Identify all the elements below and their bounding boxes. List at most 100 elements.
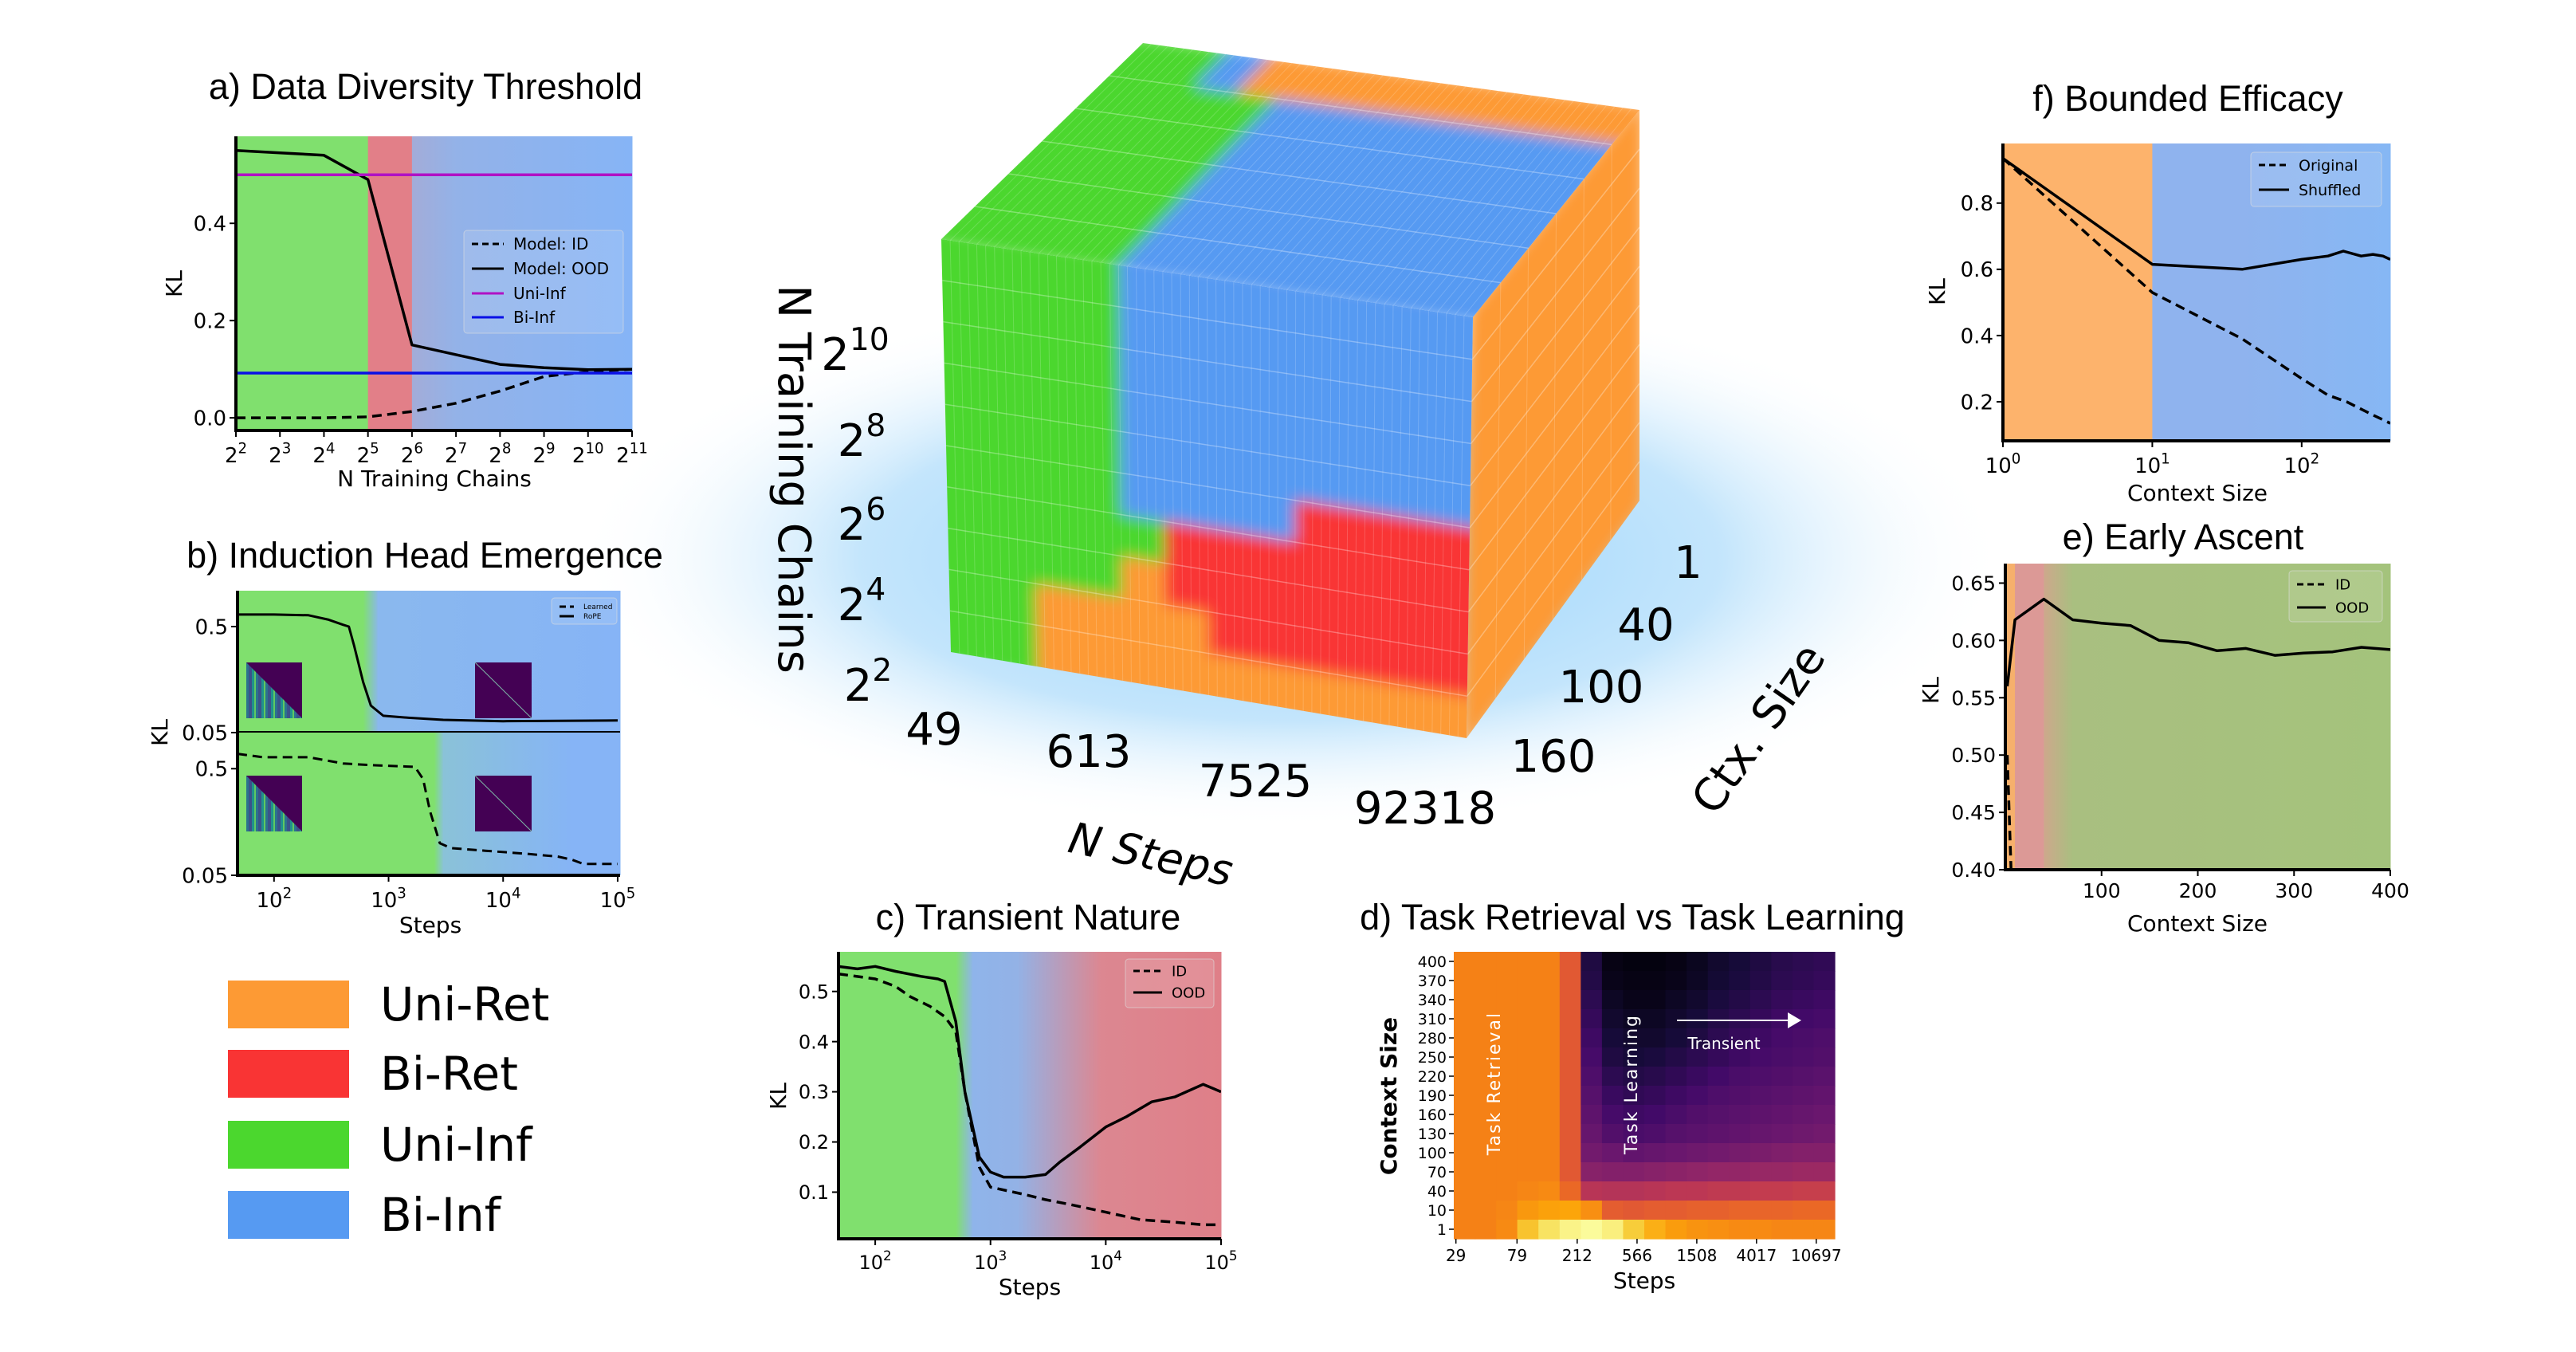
heatmap-cell bbox=[1623, 1086, 1645, 1106]
phase-voxel bbox=[1035, 542, 1080, 592]
y-tick-label: 0.40 bbox=[1951, 859, 1996, 882]
heatmap-cell bbox=[1687, 1220, 1709, 1240]
voxel-grid-line bbox=[1224, 78, 1408, 281]
voxel-grid-line bbox=[1348, 94, 1525, 300]
heatmap-cell bbox=[1601, 1162, 1624, 1182]
voxel-grid-line bbox=[1162, 271, 1167, 689]
heatmap-cell bbox=[1771, 1143, 1793, 1163]
heatmap-cell bbox=[1665, 952, 1687, 972]
heatmap-cell bbox=[1749, 1124, 1772, 1144]
heatmap-cell bbox=[1729, 1105, 1751, 1125]
tick-base: 2 bbox=[616, 444, 630, 468]
phase-voxel bbox=[1338, 548, 1384, 599]
heatmap-cell bbox=[1729, 990, 1751, 1010]
phase-voxel bbox=[1338, 507, 1384, 557]
tick-exponent: 9 bbox=[546, 440, 556, 457]
tick-base: 10 bbox=[858, 1252, 883, 1274]
cube-y-tick-label: 28 bbox=[838, 408, 886, 467]
heatmap-cell bbox=[1496, 1124, 1518, 1144]
heatmap-cell bbox=[1749, 1201, 1772, 1220]
x-tick-label: 400 bbox=[2371, 879, 2409, 902]
heatmap-cell bbox=[1644, 1143, 1667, 1163]
y-tick-label: 190 bbox=[1418, 1087, 1447, 1105]
phase-voxel bbox=[1234, 53, 1316, 100]
heatmap-cell bbox=[1454, 1181, 1476, 1201]
heatmap-cell bbox=[1665, 1143, 1687, 1163]
heatmap-cell bbox=[1538, 1162, 1561, 1182]
voxel-grid-line bbox=[1471, 187, 1639, 403]
heatmap-cell bbox=[1687, 1067, 1709, 1087]
voxel-grid-line bbox=[942, 280, 1473, 360]
phase-voxel bbox=[1150, 43, 1233, 88]
task-learning-annotation: Task Learning bbox=[1622, 1014, 1642, 1155]
heatmap-cell bbox=[1517, 1181, 1539, 1201]
phase-voxel bbox=[1255, 137, 1331, 179]
y-tick-label: 0.5 bbox=[195, 758, 228, 782]
voxel-grid-line bbox=[1468, 344, 1639, 571]
phase-voxel bbox=[1119, 348, 1165, 398]
legend-label: Uni-Ret bbox=[380, 977, 550, 1032]
heatmap-cell bbox=[1623, 1009, 1645, 1029]
heatmap-cell bbox=[1729, 1028, 1751, 1048]
heatmap-cell bbox=[1601, 1124, 1624, 1144]
heatmap-cell bbox=[1749, 1220, 1772, 1240]
voxel-grid-line bbox=[1278, 84, 1458, 289]
phase-voxel bbox=[1251, 326, 1297, 376]
phase-voxel bbox=[1251, 410, 1297, 460]
heatmap-cell bbox=[1623, 1201, 1645, 1220]
tick-exponent: 3 bbox=[397, 885, 406, 902]
tick-exponent: 4 bbox=[326, 440, 336, 457]
legend-entry-label: Learned bbox=[583, 603, 612, 611]
voxel-grid-line bbox=[1380, 304, 1385, 725]
heatmap-cell bbox=[1771, 1201, 1793, 1220]
heatmap-cell bbox=[1813, 1181, 1836, 1201]
attention-map-lower-triangle bbox=[246, 776, 302, 831]
cube-right-face-colors bbox=[1467, 110, 1639, 738]
background-region bbox=[411, 136, 457, 430]
heatmap-cell bbox=[1517, 1028, 1539, 1048]
phase-voxel bbox=[1441, 201, 1514, 243]
voxel-grid-line bbox=[994, 246, 1003, 661]
tick-base: 2 bbox=[489, 444, 502, 468]
heatmap-cell bbox=[1749, 1067, 1772, 1087]
heatmap-cell bbox=[1601, 1086, 1624, 1106]
heatmap-cell bbox=[1496, 1201, 1518, 1220]
heatmap-cell bbox=[1749, 1181, 1772, 1201]
phase-voxel bbox=[1075, 383, 1121, 433]
phase-voxel bbox=[1251, 493, 1297, 544]
voxel-grid-line bbox=[1065, 257, 1072, 673]
attention-map-diagonal bbox=[474, 662, 532, 719]
heatmap-cell bbox=[1792, 1047, 1815, 1067]
phase-voxel bbox=[1325, 223, 1400, 265]
x-tick-label: 103 bbox=[371, 885, 406, 913]
y-tick-label: 0.1 bbox=[799, 1181, 829, 1204]
heatmap-cell bbox=[1601, 971, 1624, 991]
phase-voxel bbox=[1379, 269, 1459, 317]
voxel-grid-line bbox=[958, 242, 969, 655]
heatmap-cell bbox=[1644, 971, 1667, 991]
y-tick-label: 280 bbox=[1418, 1030, 1447, 1047]
phase-voxel bbox=[1443, 81, 1522, 128]
phase-voxel bbox=[1276, 59, 1357, 105]
heatmap-cell bbox=[1454, 1143, 1476, 1163]
x-tick-label: 1508 bbox=[1676, 1246, 1717, 1265]
heatmap-cell bbox=[1813, 1009, 1836, 1029]
heatmap-cell bbox=[1644, 952, 1667, 972]
heatmap-cell bbox=[1517, 971, 1539, 991]
background-region bbox=[571, 733, 621, 875]
heatmap-cell bbox=[1454, 1009, 1476, 1029]
voxel-grid-line bbox=[985, 48, 1185, 246]
heatmap-cell bbox=[1665, 1028, 1687, 1048]
y-tick-label: 0.5 bbox=[799, 981, 829, 1003]
heatmap-cell bbox=[1665, 1105, 1687, 1125]
x-tick-label: 100 bbox=[1985, 450, 2021, 478]
phase-voxel bbox=[1427, 352, 1473, 405]
heatmap-cell bbox=[1623, 1067, 1645, 1087]
voxel-grid-line bbox=[1471, 148, 1639, 360]
heatmap-cell bbox=[1707, 990, 1730, 1010]
heatmap-cell bbox=[1771, 971, 1793, 991]
y-tick-label: 0.05 bbox=[182, 721, 228, 745]
voxel-grid-line bbox=[1109, 75, 1612, 146]
heatmap-cell bbox=[1687, 1105, 1709, 1125]
